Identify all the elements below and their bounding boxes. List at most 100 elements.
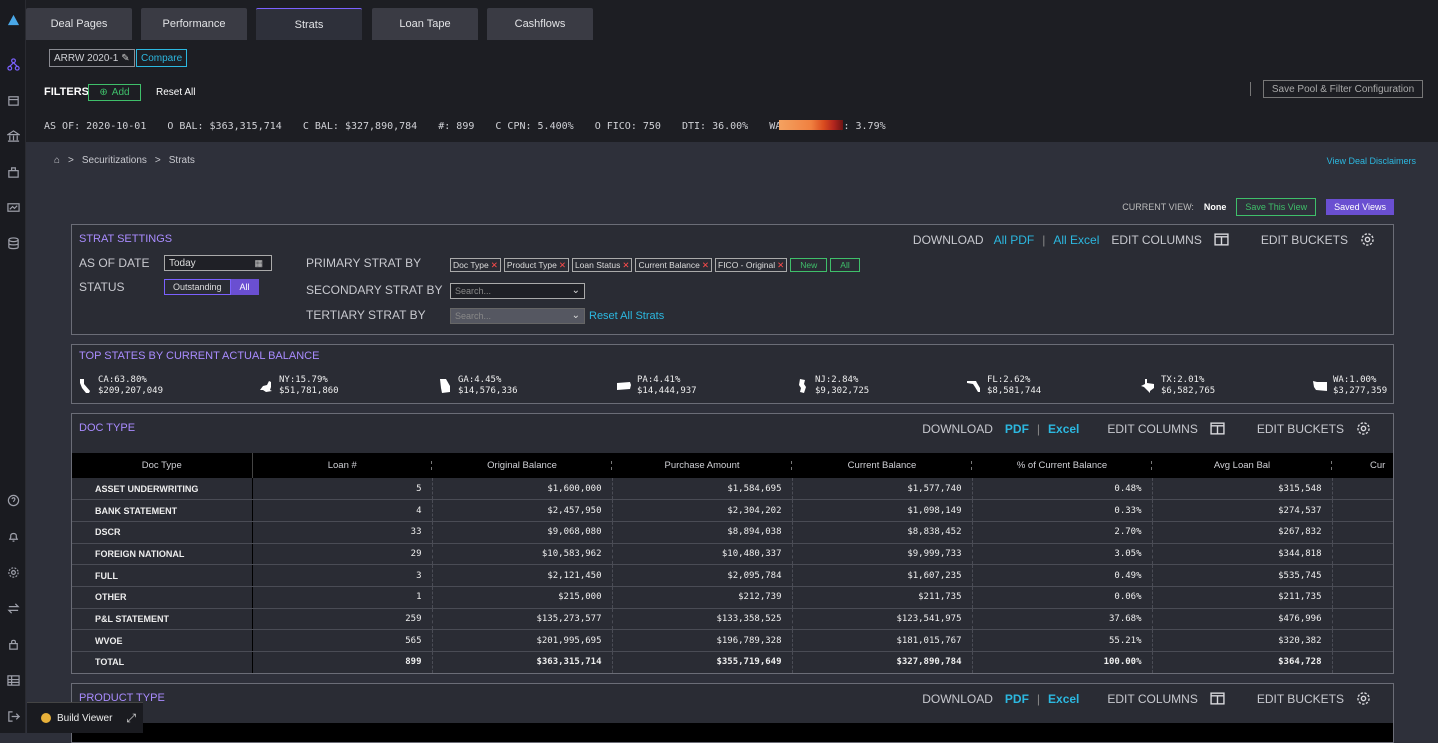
save-view-button[interactable]: Save This View (1236, 198, 1317, 216)
chip-loan-status[interactable]: Loan Status ✕ (571, 258, 633, 272)
database-icon[interactable] (5, 235, 21, 251)
logout-icon[interactable] (5, 708, 21, 724)
new-strat-button[interactable]: New (790, 258, 828, 272)
gear-icon[interactable] (5, 564, 21, 580)
state-wa: WA:1.00% $3,277,359 (1312, 375, 1387, 397)
breadcrumb-securitizations[interactable]: Securitizations (81, 155, 147, 166)
top-states-panel: TOP STATES BY CURRENT ACTUAL BALANCE CA:… (71, 344, 1394, 404)
gear-icon[interactable] (1360, 232, 1375, 247)
gear-icon[interactable] (1356, 691, 1371, 706)
tab-cashflows[interactable]: Cashflows (487, 8, 593, 40)
chip-current-balance[interactable]: Current Balance ✕ (635, 258, 712, 272)
california-icon (80, 379, 90, 393)
edit-buckets-button[interactable]: EDIT BUCKETS (1256, 421, 1344, 436)
tab-performance[interactable]: Performance (141, 8, 247, 40)
state-amount: $209,207,049 (98, 386, 164, 396)
tab-deal-pages[interactable]: Deal Pages (26, 8, 132, 40)
save-pool-button[interactable]: Save Pool & Filter Configuration (1263, 80, 1423, 98)
gear-icon[interactable] (1356, 421, 1371, 436)
bell-icon[interactable] (5, 528, 21, 544)
chip-product-type[interactable]: Product Type ✕ (503, 258, 569, 272)
column-header[interactable]: Original Balance (432, 453, 612, 478)
status-all-option[interactable]: All (230, 279, 259, 295)
all-pdf-link[interactable]: All PDF (993, 232, 1035, 247)
chip-fico-original[interactable]: FICO - Original ✕ (715, 258, 788, 272)
table-cell: $364,728 (1152, 651, 1333, 673)
home-icon[interactable]: ⌂ (54, 155, 61, 166)
edit-columns-button[interactable]: EDIT COLUMNS (1107, 421, 1198, 436)
state-nj: NJ:2.84% $9,302,725 (794, 375, 869, 397)
saved-views-button[interactable]: Saved Views (1326, 199, 1394, 215)
tab-strats[interactable]: Strats (256, 8, 362, 40)
column-header[interactable]: Cur (1332, 453, 1393, 478)
new-jersey-icon (799, 379, 806, 393)
chip-doc-type[interactable]: Doc Type ✕ (450, 258, 501, 272)
florida-icon (967, 381, 980, 392)
remove-icon[interactable]: ✕ (777, 259, 785, 270)
deal-selector[interactable]: ARRW 2020-1 ✎ (49, 49, 135, 67)
column-header[interactable]: Current Balance (792, 453, 972, 478)
secondary-strat-select[interactable]: Search... ⌄ (450, 283, 585, 299)
filters-label: FILTERS (44, 86, 90, 98)
remove-icon[interactable]: ✕ (490, 259, 498, 270)
add-filter-button[interactable]: ⊕ Add (88, 84, 141, 101)
excel-link[interactable]: Excel (1048, 421, 1080, 436)
chip-label: Product Type (506, 260, 557, 270)
calendar-icon[interactable]: ▦ (254, 257, 263, 268)
columns-icon[interactable] (1210, 421, 1225, 436)
column-header[interactable]: Loan # (252, 453, 432, 478)
doc-type-cell: FULL (72, 564, 253, 587)
doc-type-cell: WVOE (72, 629, 253, 652)
table-cell (1332, 586, 1393, 609)
pdf-link[interactable]: PDF (1004, 421, 1029, 436)
tab-loan-tape[interactable]: Loan Tape (372, 8, 478, 40)
as-of-date-input[interactable]: Today ▦ (164, 255, 272, 271)
expand-icon[interactable]: ⤢ (126, 710, 137, 725)
chip-label: FICO - Original (718, 260, 776, 270)
table-icon[interactable] (5, 672, 21, 688)
column-header[interactable]: Avg Loan Bal (1152, 453, 1332, 478)
table-row: WVOE 565 $201,995,695 $196,789,328 $181,015,… (72, 629, 1393, 652)
table-cell: $135,273,577 (432, 608, 613, 631)
archive-icon[interactable] (5, 92, 21, 108)
table-cell: $327,890,784 (792, 651, 973, 673)
column-header[interactable]: Purchase Amount (612, 453, 792, 478)
doc-type-cell: ASSET UNDERWRITING (72, 478, 253, 501)
build-viewer-label: Build Viewer (57, 712, 113, 724)
pencil-icon[interactable]: ✎ (121, 52, 130, 64)
status-outstanding-option[interactable]: Outstanding (164, 279, 231, 295)
all-strats-button[interactable]: All (830, 258, 860, 272)
pdf-link[interactable]: PDF (1004, 691, 1029, 706)
help-icon[interactable] (5, 492, 21, 508)
columns-icon[interactable] (1214, 232, 1229, 247)
all-excel-link[interactable]: All Excel (1053, 232, 1100, 247)
bank-icon[interactable] (5, 128, 21, 144)
columns-icon[interactable] (1210, 691, 1225, 706)
column-header[interactable]: Doc Type (72, 453, 253, 478)
network-icon[interactable] (5, 56, 21, 72)
build-viewer-bar[interactable]: Build Viewer ⤢ (27, 702, 143, 733)
edit-buckets-button[interactable]: EDIT BUCKETS (1256, 691, 1344, 706)
column-header[interactable]: % of Current Balance (972, 453, 1152, 478)
edit-columns-button[interactable]: EDIT COLUMNS (1107, 691, 1198, 706)
remove-icon[interactable]: ✕ (701, 259, 709, 270)
reset-all-strats-link[interactable]: Reset All Strats (589, 310, 665, 322)
logo-icon[interactable] (5, 12, 21, 28)
view-disclaimers-link[interactable]: View Deal Disclaimers (1326, 156, 1416, 166)
excel-link[interactable]: Excel (1048, 691, 1080, 706)
swap-icon[interactable] (5, 600, 21, 616)
edit-columns-button[interactable]: EDIT COLUMNS (1111, 232, 1202, 247)
doc-type-cell: BANK STATEMENT (72, 499, 253, 522)
tertiary-strat-select[interactable]: Search... ⌄ (450, 308, 585, 324)
lock-icon[interactable] (5, 636, 21, 652)
status-toggle[interactable]: Outstanding All (164, 279, 259, 295)
building-icon[interactable] (5, 164, 21, 180)
edit-buckets-button[interactable]: EDIT BUCKETS (1260, 232, 1348, 247)
reset-all-button[interactable]: Reset All (156, 87, 196, 98)
chart-card-icon[interactable] (5, 199, 21, 215)
compare-button[interactable]: Compare (136, 49, 188, 67)
remove-icon[interactable]: ✕ (622, 259, 630, 270)
state-ny: NY:15.79% $51,781,860 (258, 375, 339, 397)
remove-icon[interactable]: ✕ (558, 259, 566, 270)
placeholder: Search... (455, 286, 492, 296)
